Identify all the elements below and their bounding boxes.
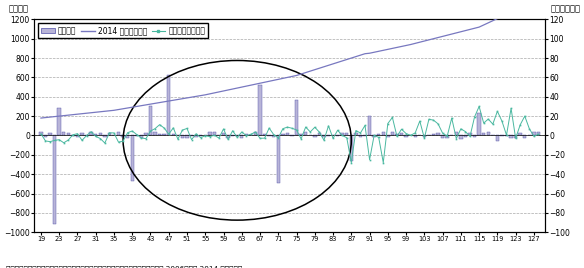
Bar	[413, 135, 417, 137]
Bar	[322, 135, 326, 137]
Bar	[103, 135, 106, 137]
Bar	[130, 135, 134, 181]
Bar	[48, 133, 52, 135]
Bar	[482, 133, 485, 135]
Bar	[185, 135, 189, 138]
Bar	[459, 135, 463, 139]
Bar	[354, 133, 357, 135]
Bar	[267, 135, 271, 136]
Bar	[486, 132, 490, 135]
Bar	[85, 135, 88, 136]
Bar	[208, 132, 211, 135]
Bar	[336, 135, 339, 136]
Bar	[180, 135, 184, 138]
Bar	[67, 133, 70, 135]
Bar	[277, 135, 280, 183]
Bar	[350, 135, 353, 161]
Bar	[340, 133, 344, 135]
Text: 備考：横軸は、年間総賃金水準が低い順に、ドイツの業種・職種を並べたもの。 2006年から 2014 年の増減。: 備考：横軸は、年間総賃金水準が低い順に、ドイツの業種・職種を並べたもの。 200…	[6, 265, 242, 268]
Bar	[140, 135, 143, 138]
Bar	[135, 135, 138, 136]
Bar	[423, 135, 426, 137]
Bar	[477, 113, 481, 135]
Bar	[509, 135, 513, 138]
Bar	[304, 132, 307, 135]
Bar	[80, 133, 84, 135]
Bar	[107, 133, 111, 135]
Bar	[500, 135, 503, 136]
Bar	[162, 134, 166, 135]
Bar	[126, 135, 130, 137]
Bar	[194, 135, 198, 137]
Bar	[359, 135, 362, 137]
Bar	[121, 135, 125, 137]
Bar	[318, 133, 321, 135]
Bar	[222, 133, 225, 135]
Bar	[464, 135, 467, 137]
Bar	[454, 132, 458, 135]
Bar	[76, 135, 79, 137]
Bar	[514, 135, 517, 137]
Bar	[519, 133, 522, 135]
Bar	[167, 76, 171, 135]
Bar	[496, 135, 499, 141]
Bar	[404, 135, 408, 137]
Bar	[89, 132, 93, 135]
Legend: 人数増減, 2014 賃金（右軸）, 賃金増減（右軸）: 人数増減, 2014 賃金（右軸）, 賃金増減（右軸）	[38, 23, 208, 38]
Bar	[505, 135, 508, 136]
Bar	[345, 133, 349, 135]
Bar	[537, 132, 540, 135]
Bar	[57, 108, 61, 135]
Bar	[286, 133, 289, 135]
Bar	[313, 135, 317, 137]
Bar	[368, 116, 371, 135]
Bar	[446, 135, 449, 138]
Bar	[386, 135, 390, 137]
Bar	[172, 134, 175, 135]
Bar	[395, 134, 399, 135]
Bar	[44, 135, 47, 137]
Bar	[441, 135, 444, 138]
Bar	[391, 132, 394, 135]
Bar	[254, 132, 257, 135]
Bar	[300, 134, 303, 135]
Text: （千人）: （千人）	[9, 4, 29, 13]
Bar	[149, 106, 152, 135]
Bar	[117, 132, 120, 135]
Bar	[245, 134, 248, 135]
Bar	[532, 132, 536, 135]
Bar	[154, 132, 157, 135]
Bar	[94, 134, 98, 135]
Bar	[272, 135, 276, 137]
Text: （千ユーロ）: （千ユーロ）	[550, 4, 580, 13]
Bar	[39, 132, 43, 135]
Bar	[327, 135, 330, 136]
Bar	[436, 133, 440, 135]
Bar	[227, 135, 230, 138]
Bar	[523, 135, 527, 138]
Bar	[432, 134, 435, 135]
Bar	[295, 100, 298, 135]
Bar	[373, 135, 376, 137]
Bar	[281, 134, 284, 135]
Bar	[400, 133, 403, 135]
Bar	[473, 135, 477, 137]
Bar	[144, 133, 148, 135]
Bar	[53, 135, 56, 225]
Bar	[468, 133, 472, 135]
Bar	[258, 85, 262, 135]
Bar	[381, 132, 385, 135]
Bar	[240, 135, 244, 138]
Bar	[213, 132, 216, 135]
Bar	[62, 132, 65, 135]
Bar	[99, 133, 102, 135]
Bar	[377, 134, 380, 135]
